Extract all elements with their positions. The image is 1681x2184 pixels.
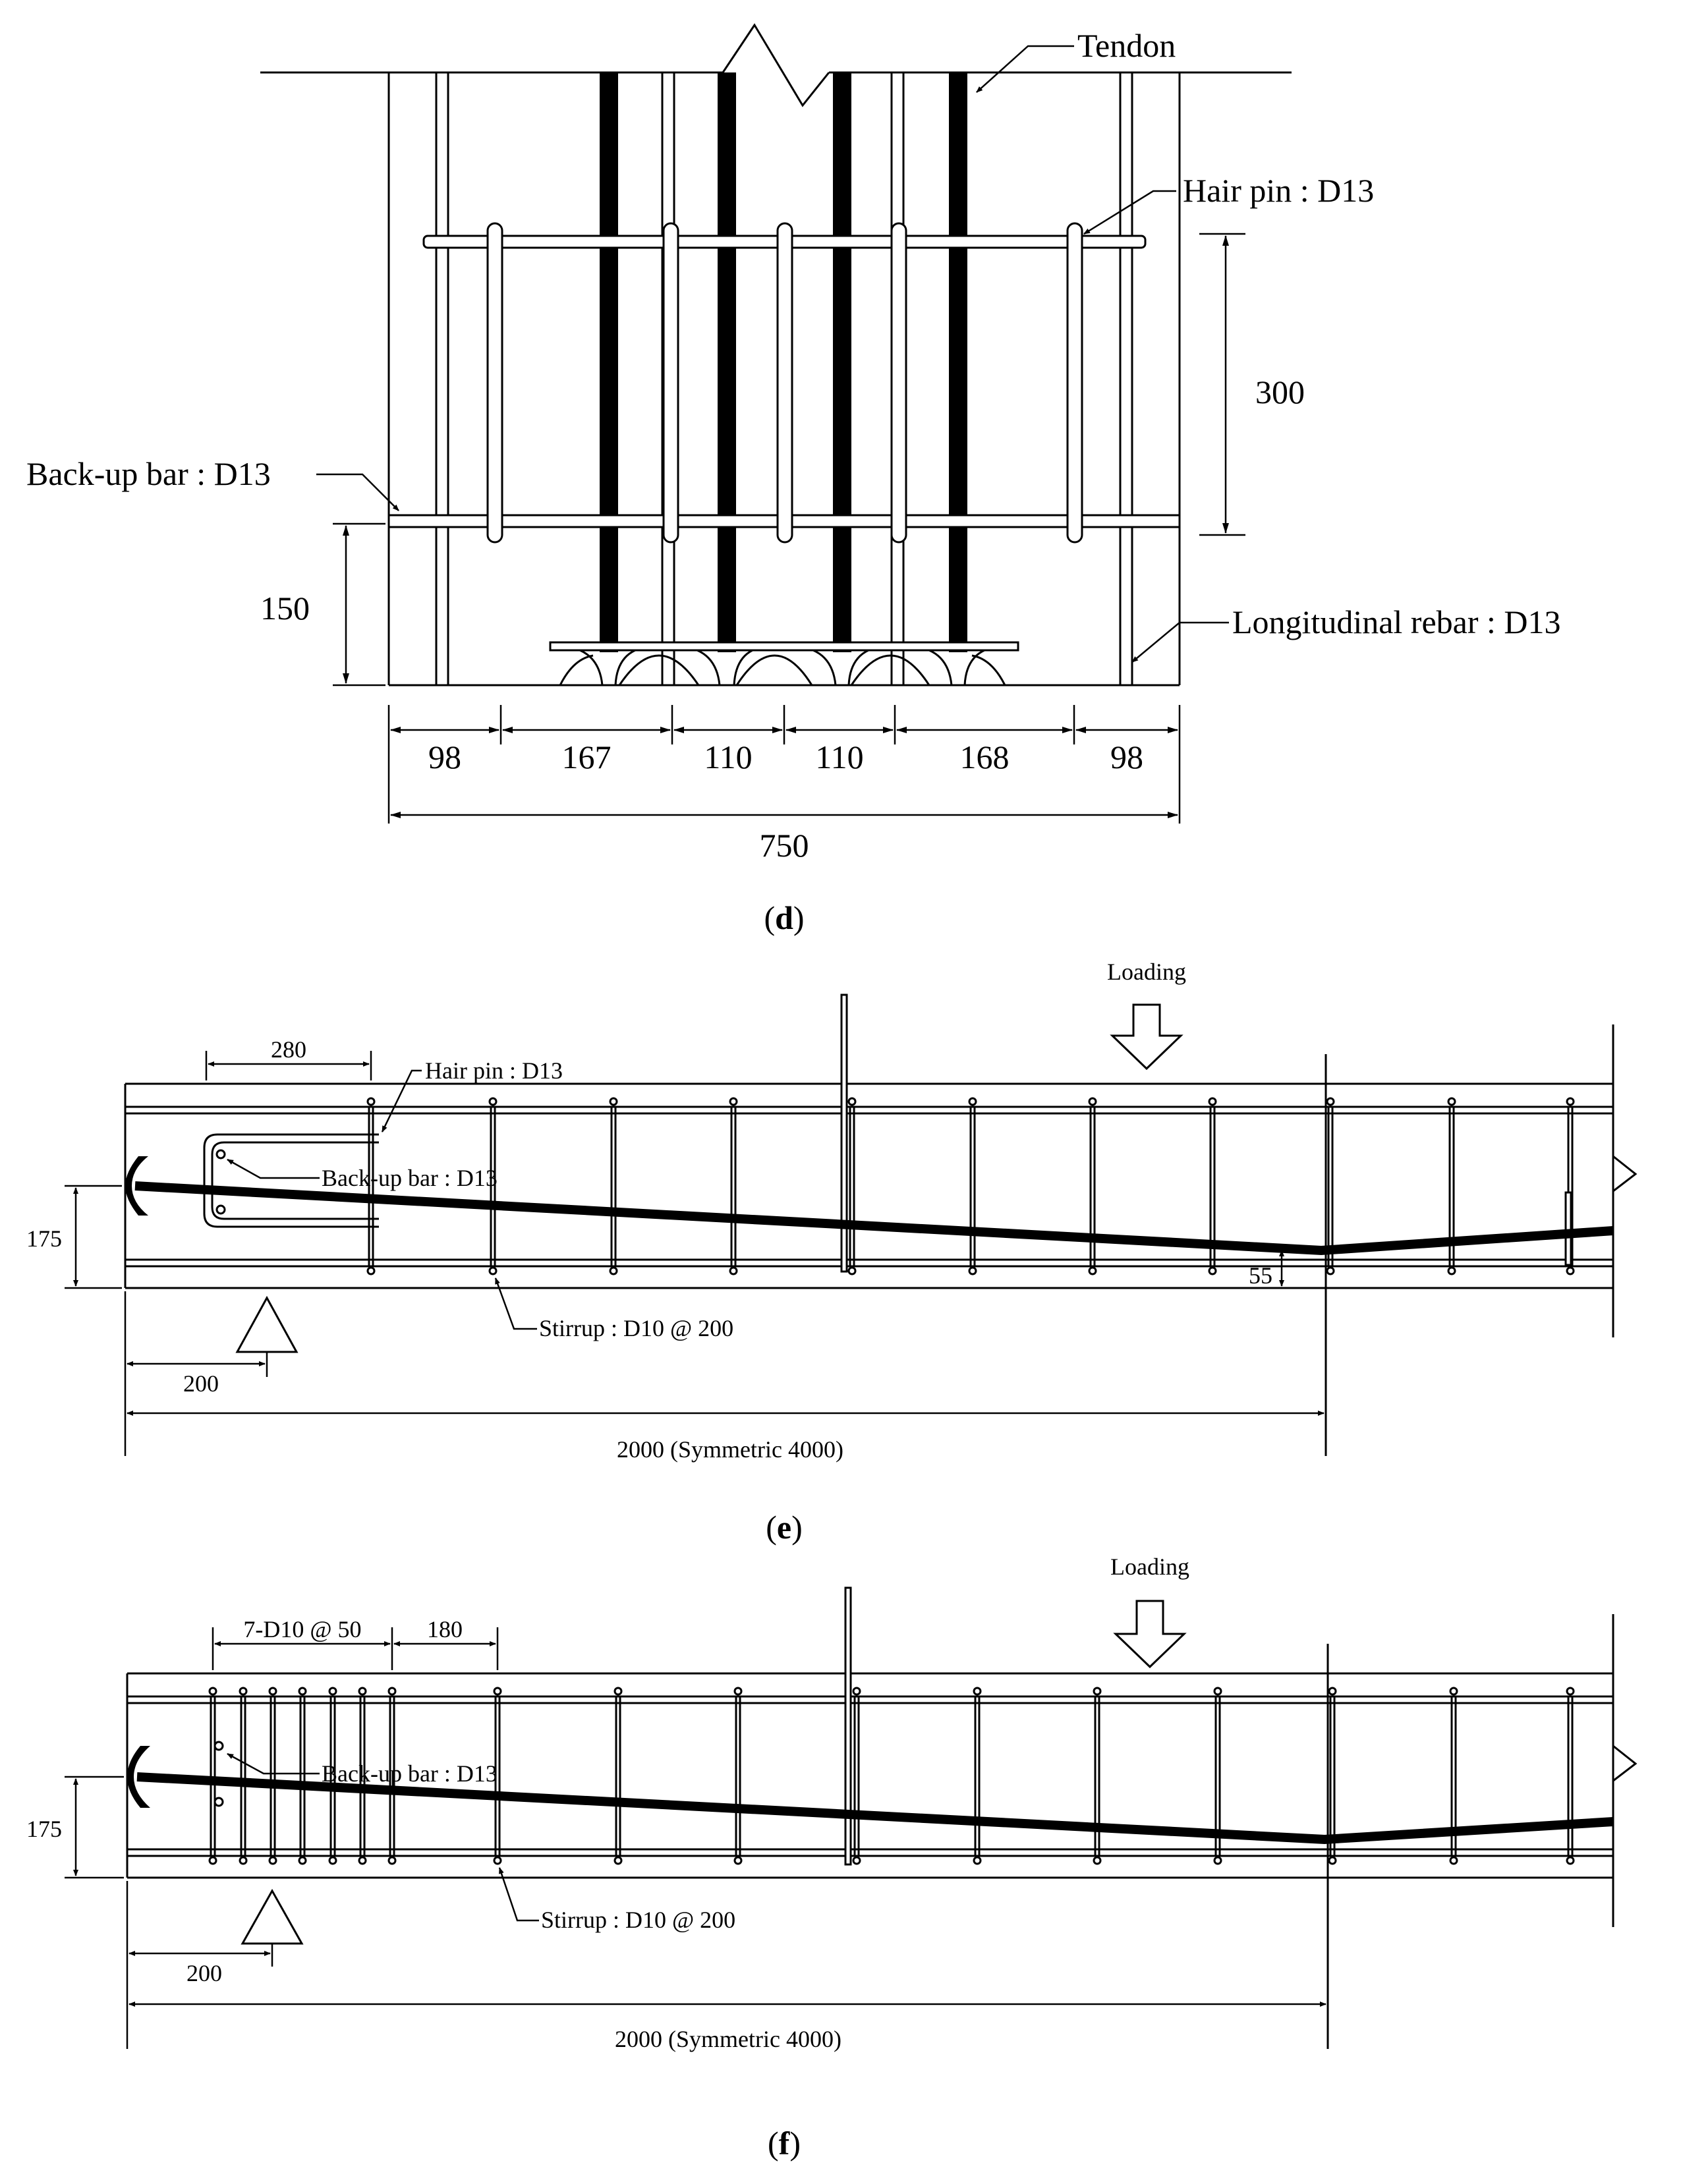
longitudinal-rebars	[435, 72, 1133, 685]
anchor-head	[127, 1746, 150, 1808]
tendon-profile	[134, 1181, 1614, 1256]
caption-e: (e)	[766, 1509, 803, 1546]
callout-leaders	[316, 45, 1229, 663]
dimension-dense-stirrups: 7-D10 @ 50	[243, 1616, 361, 1642]
spacing-5: 168	[960, 739, 1010, 775]
panel-d-section: Tendon Hair pin : D13 Back-up bar : D13 …	[26, 23, 1561, 936]
panel-e-dimensions	[65, 1051, 1325, 1456]
backup-bar-label: Back-up bar : D13	[322, 1165, 498, 1191]
caption-d: (d)	[764, 899, 804, 936]
dimension-180: 180	[427, 1616, 463, 1642]
stirrups	[366, 994, 1575, 1275]
dimension-300: 300	[1255, 374, 1305, 410]
total-width: 750	[760, 827, 809, 864]
loading-label: Loading	[1110, 1554, 1189, 1580]
hair-pin-label: Hair pin : D13	[1183, 172, 1374, 209]
tendon-profile	[136, 1772, 1614, 1845]
section-break-line	[260, 23, 1292, 107]
dimension-span: 2000 (Symmetric 4000)	[617, 1436, 843, 1463]
longitudinal-rebar-label: Longitudinal rebar : D13	[1232, 603, 1561, 640]
tendons	[600, 72, 967, 652]
loading-label: Loading	[1107, 959, 1186, 985]
spacing-2: 167	[562, 739, 612, 775]
hair-pin-label: Hair pin : D13	[425, 1057, 563, 1084]
stirrup-label: Stirrup : D10 @ 200	[541, 1907, 735, 1933]
caption-f: (f)	[768, 2125, 801, 2162]
spacing-1: 98	[428, 739, 461, 775]
panel-e-elevation: Loading Hair pin : D13 Back-up bar : D13…	[26, 959, 1638, 1546]
support-triangle	[241, 1888, 304, 1945]
panel-e-leaders	[227, 1069, 537, 1330]
support-triangle	[235, 1295, 299, 1353]
loading-arrow	[1110, 1003, 1183, 1071]
beam-outline	[126, 1614, 1638, 2049]
dimension-175: 175	[26, 1225, 62, 1252]
horizontal-dimensions	[387, 705, 1181, 824]
backup-bar-label: Back-up bar : D13	[26, 455, 271, 492]
dimension-200: 200	[186, 1960, 222, 1986]
hair-pin-u	[203, 1133, 379, 1228]
stirrups	[208, 1586, 1575, 1866]
panel-f-dimensions	[65, 1627, 1326, 2049]
hair-pins	[486, 222, 1083, 544]
spacing-3: 110	[704, 739, 752, 775]
vertical-dimensions	[333, 233, 1245, 686]
section-outline	[387, 72, 1181, 686]
dimension-175: 175	[26, 1816, 62, 1842]
spacing-4: 110	[815, 739, 863, 775]
dimension-55: 55	[1249, 1262, 1272, 1289]
tendon-label: Tendon	[1077, 27, 1176, 64]
stirrup-label: Stirrup : D10 @ 200	[539, 1315, 733, 1341]
anchorage-plates	[549, 641, 1019, 686]
dimension-150: 150	[260, 590, 310, 627]
dimension-280: 280	[271, 1036, 306, 1063]
dimension-span: 2000 (Symmetric 4000)	[615, 2026, 841, 2052]
panel-f-elevation: Loading Back-up bar : D13 Stirrup : D10 …	[26, 1554, 1638, 2162]
anchor-head	[125, 1156, 148, 1216]
loading-arrow	[1113, 1600, 1187, 1669]
spacing-6: 98	[1110, 739, 1143, 775]
dimension-200: 200	[183, 1370, 219, 1397]
panel-f-leaders	[227, 1752, 539, 1922]
backup-bar-label: Back-up bar : D13	[322, 1760, 498, 1787]
